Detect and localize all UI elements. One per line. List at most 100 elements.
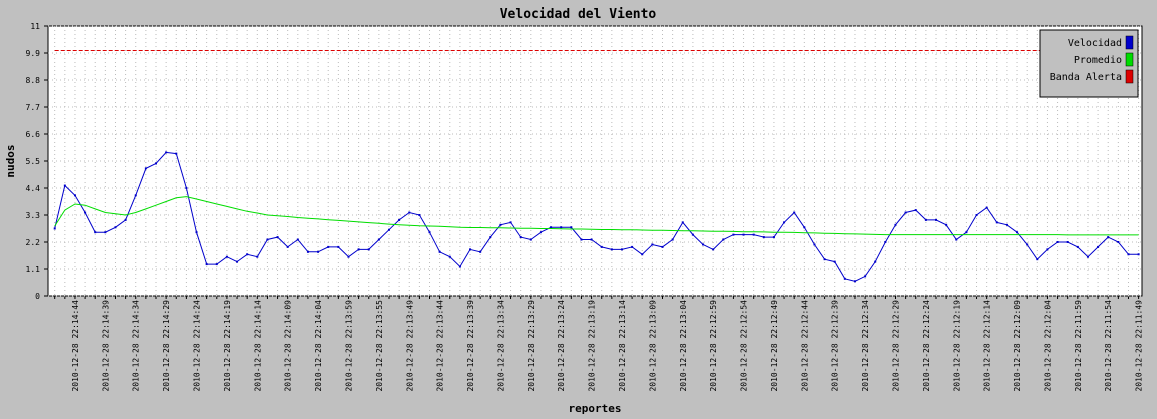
point-marker [1127,253,1130,256]
point-marker [793,211,796,214]
point-marker [965,231,968,234]
point-marker [985,206,988,209]
point-marker [651,243,654,246]
point-marker [823,258,826,261]
x-tick-label: 2010-12-28 22:13:59 [344,300,353,392]
point-marker [256,255,259,258]
point-marker [337,245,340,248]
legend-label: Banda Alerta [1050,72,1122,83]
point-marker [73,194,76,197]
point-marker [367,248,370,251]
point-marker [387,228,390,231]
point-marker [509,221,512,224]
point-marker [347,255,350,258]
point-marker [438,250,441,253]
point-marker [803,226,806,229]
point-marker [894,223,897,226]
y-tick-label: 5.5 [26,157,41,166]
x-tick-label: 2010-12-28 22:11:49 [1135,300,1144,392]
point-marker [144,167,147,170]
legend-box [1039,29,1139,98]
point-marker [935,218,938,221]
legend-swatch [1125,69,1134,84]
point-marker [580,238,583,241]
x-axis-title: reportes [569,402,622,415]
x-tick-label: 2010-12-28 22:12:29 [891,300,900,392]
point-marker [458,265,461,268]
point-marker [1016,231,1019,234]
x-tick-label: 2010-12-28 22:14:39 [101,300,110,392]
point-marker [84,211,87,214]
point-marker [590,238,593,241]
point-marker [671,238,674,241]
x-tick-label: 2010-12-28 22:12:19 [952,300,961,392]
point-marker [529,238,532,241]
point-marker [712,248,715,251]
point-marker [833,260,836,263]
x-tick-label: 2010-12-28 22:14:29 [162,300,171,392]
x-tick-label: 2010-12-28 22:12:59 [709,300,718,392]
point-marker [772,236,775,239]
legend-swatch [1125,52,1134,67]
point-marker [448,255,451,258]
x-tick-label: 2010-12-28 22:13:29 [527,300,536,392]
point-marker [681,221,684,224]
point-marker [317,250,320,253]
point-marker [1036,258,1039,261]
point-marker [195,231,198,234]
x-tick-label: 2010-12-28 22:14:09 [284,300,293,392]
point-marker [124,218,127,221]
series-line [54,151,1139,282]
x-tick-label: 2010-12-28 22:14:44 [71,300,80,392]
x-tick-label: 2010-12-28 22:14:24 [193,300,202,392]
y-tick-label: 4.4 [26,184,41,193]
x-tick-label: 2010-12-28 22:12:39 [831,300,840,392]
point-marker [884,241,887,243]
point-marker [489,236,492,239]
point-marker [1056,241,1059,243]
point-marker [225,255,228,258]
point-marker [327,245,330,248]
x-tick-label: 2010-12-28 22:12:09 [1013,300,1022,392]
x-tick-label: 2010-12-28 22:13:09 [648,300,657,392]
point-marker [418,214,421,216]
point-marker [661,245,664,248]
y-tick-label: 7.7 [26,103,41,112]
point-marker [864,275,867,278]
point-marker [94,231,97,234]
point-marker [1117,241,1120,243]
x-tick-label: 2010-12-28 22:12:44 [800,300,809,392]
point-marker [955,238,958,241]
x-tick-label: 2010-12-28 22:13:24 [557,300,566,392]
point-marker [843,277,846,280]
point-marker [1066,241,1069,243]
x-tick-label: 2010-12-28 22:12:49 [770,300,779,392]
point-marker [246,253,249,256]
chart-title: Velocidad del Viento [500,7,657,22]
series-line [54,196,1139,236]
point-marker [762,236,765,239]
point-marker [306,250,309,253]
point-marker [296,238,299,241]
point-marker [134,194,137,197]
point-marker [560,226,563,229]
point-marker [975,214,978,216]
point-marker [104,231,107,234]
point-marker [539,231,542,234]
y-axis-title: nudos [4,144,17,177]
point-marker [63,184,66,187]
x-tick-label: 2010-12-28 22:14:19 [223,300,232,392]
point-marker [702,243,705,246]
x-tick-label: 2010-12-28 22:12:54 [740,300,749,392]
point-marker [691,233,694,236]
y-tick-label: 3.3 [26,211,41,220]
point-marker [185,187,188,189]
point-marker [570,226,573,229]
y-tick-label: 8.8 [26,76,41,85]
point-marker [357,248,360,251]
y-tick-label: 2.2 [26,238,41,247]
point-marker [752,233,755,236]
point-marker [995,221,998,224]
point-marker [1046,248,1049,251]
